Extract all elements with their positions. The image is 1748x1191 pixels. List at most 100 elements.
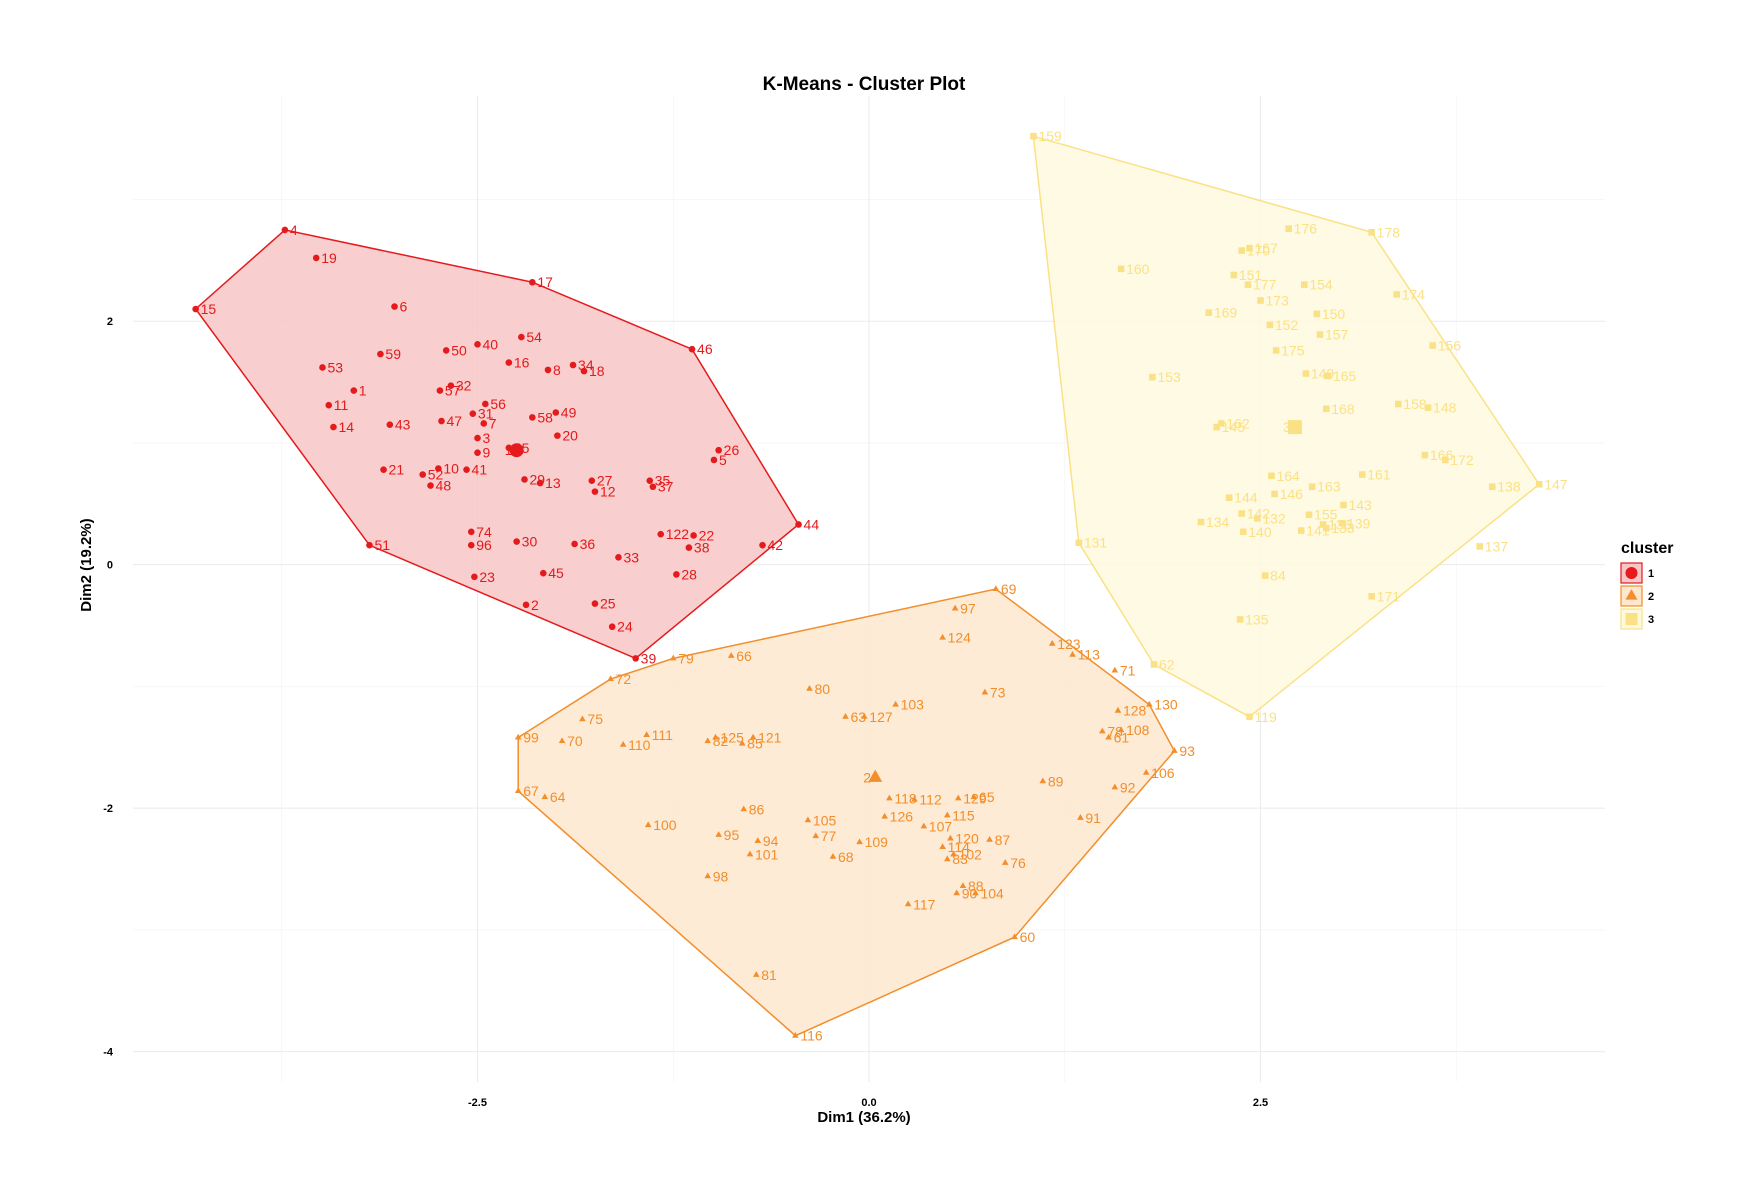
data-point-label: 147	[1544, 476, 1568, 492]
data-point-label: 80	[814, 681, 830, 697]
data-point	[1393, 291, 1401, 298]
data-point	[619, 741, 627, 747]
data-point	[669, 654, 677, 661]
data-point-label: 73	[990, 684, 1006, 700]
data-point-label: 161	[1367, 467, 1391, 483]
data-point-label: 125	[721, 730, 745, 746]
data-point	[911, 795, 918, 802]
data-point-label: 173	[1265, 293, 1289, 309]
data-point-label: 5	[719, 452, 727, 468]
data-point	[1358, 471, 1366, 478]
data-point-label: 34	[578, 357, 594, 373]
data-point-label: 2	[531, 597, 539, 613]
data-point-label: 4	[290, 222, 298, 238]
data-point-label: 74	[476, 524, 492, 540]
data-point	[558, 737, 566, 744]
legend-title: cluster	[1621, 540, 1673, 557]
data-point-label: 98	[713, 868, 729, 884]
data-point-label: 39	[641, 650, 657, 666]
data-point	[1213, 423, 1220, 431]
data-point	[812, 832, 820, 839]
data-point	[1322, 405, 1330, 413]
data-point-label: 23	[479, 569, 495, 585]
data-point-label: 24	[617, 619, 633, 635]
data-point	[644, 821, 652, 828]
data-point-label: 96	[476, 537, 492, 553]
data-point-label: 107	[929, 818, 953, 834]
data-point-label: 10	[443, 460, 459, 476]
data-point	[804, 816, 812, 823]
data-point	[1236, 616, 1244, 623]
data-point	[1205, 309, 1213, 316]
data-point	[1246, 244, 1253, 252]
data-point	[1149, 373, 1156, 381]
data-point	[1030, 132, 1037, 140]
cluster-hull-1	[194, 229, 800, 660]
data-point	[861, 713, 868, 719]
data-point-label: 70	[567, 733, 583, 749]
cluster-centroid-label: 2	[863, 770, 871, 786]
data-point	[536, 479, 544, 487]
data-point	[463, 466, 470, 474]
data-point	[886, 794, 893, 801]
data-point-label: 105	[813, 812, 837, 828]
data-point-label: 7	[489, 415, 497, 431]
data-point	[704, 872, 712, 879]
data-point-label: 35	[655, 473, 671, 489]
data-point	[474, 449, 481, 456]
data-point	[947, 834, 954, 841]
data-point-label: 88	[968, 878, 984, 894]
data-point	[1272, 347, 1280, 354]
data-point-label: 138	[1497, 479, 1521, 495]
data-point-label: 129	[963, 790, 987, 806]
legend-symbol-2	[1625, 589, 1638, 600]
data-point-label: 152	[1275, 317, 1299, 333]
data-point	[1039, 777, 1047, 784]
data-point	[673, 571, 680, 578]
data-point-label: 130	[1154, 697, 1178, 713]
data-point-label: 41	[472, 462, 488, 478]
data-point-label: 116	[800, 1028, 823, 1044]
data-point-label: 45	[548, 565, 564, 581]
data-point-label: 108	[1126, 722, 1150, 738]
data-point-label: 26	[724, 442, 740, 458]
data-point-label: 136	[1328, 516, 1352, 532]
data-point	[972, 889, 979, 896]
legend-label-3: 3	[1648, 614, 1654, 626]
data-point-label: 20	[562, 428, 578, 444]
data-point	[580, 367, 588, 375]
data-point-label: 118	[894, 790, 917, 806]
data-point-label: 8	[553, 362, 561, 378]
data-point-label: 155	[1314, 507, 1338, 523]
data-point	[1114, 706, 1122, 713]
data-point-label: 14	[338, 419, 354, 435]
axis-ticks: -2.5 0.0 2.5 -4 -2 0 2	[103, 316, 1268, 1109]
data-point	[752, 971, 760, 977]
data-point	[1111, 666, 1119, 673]
data-point	[939, 633, 946, 640]
data-point	[1075, 539, 1083, 547]
data-point-label: 167	[1255, 240, 1279, 256]
data-point	[1261, 572, 1269, 579]
data-point	[1001, 859, 1009, 865]
data-point	[569, 361, 577, 369]
data-point-label: 83	[952, 851, 968, 867]
data-point	[505, 359, 513, 366]
data-point	[1421, 451, 1429, 459]
data-point	[1239, 528, 1247, 536]
data-point	[1368, 229, 1375, 236]
data-point-label: 27	[597, 473, 613, 489]
data-point-label: 21	[389, 462, 405, 478]
data-point	[1111, 783, 1119, 790]
data-point-label: 111	[652, 727, 673, 743]
data-point	[1069, 650, 1076, 657]
data-point	[514, 787, 522, 794]
data-point-label: 79	[678, 650, 694, 666]
data-point-label: 159	[1038, 128, 1062, 144]
data-point-label: 131	[1084, 535, 1108, 551]
data-point-label: 93	[1179, 743, 1195, 759]
data-point-label: 57	[445, 383, 461, 399]
data-point	[646, 477, 654, 484]
legend-label-1: 1	[1648, 568, 1654, 580]
data-point-label: 151	[1239, 267, 1263, 283]
